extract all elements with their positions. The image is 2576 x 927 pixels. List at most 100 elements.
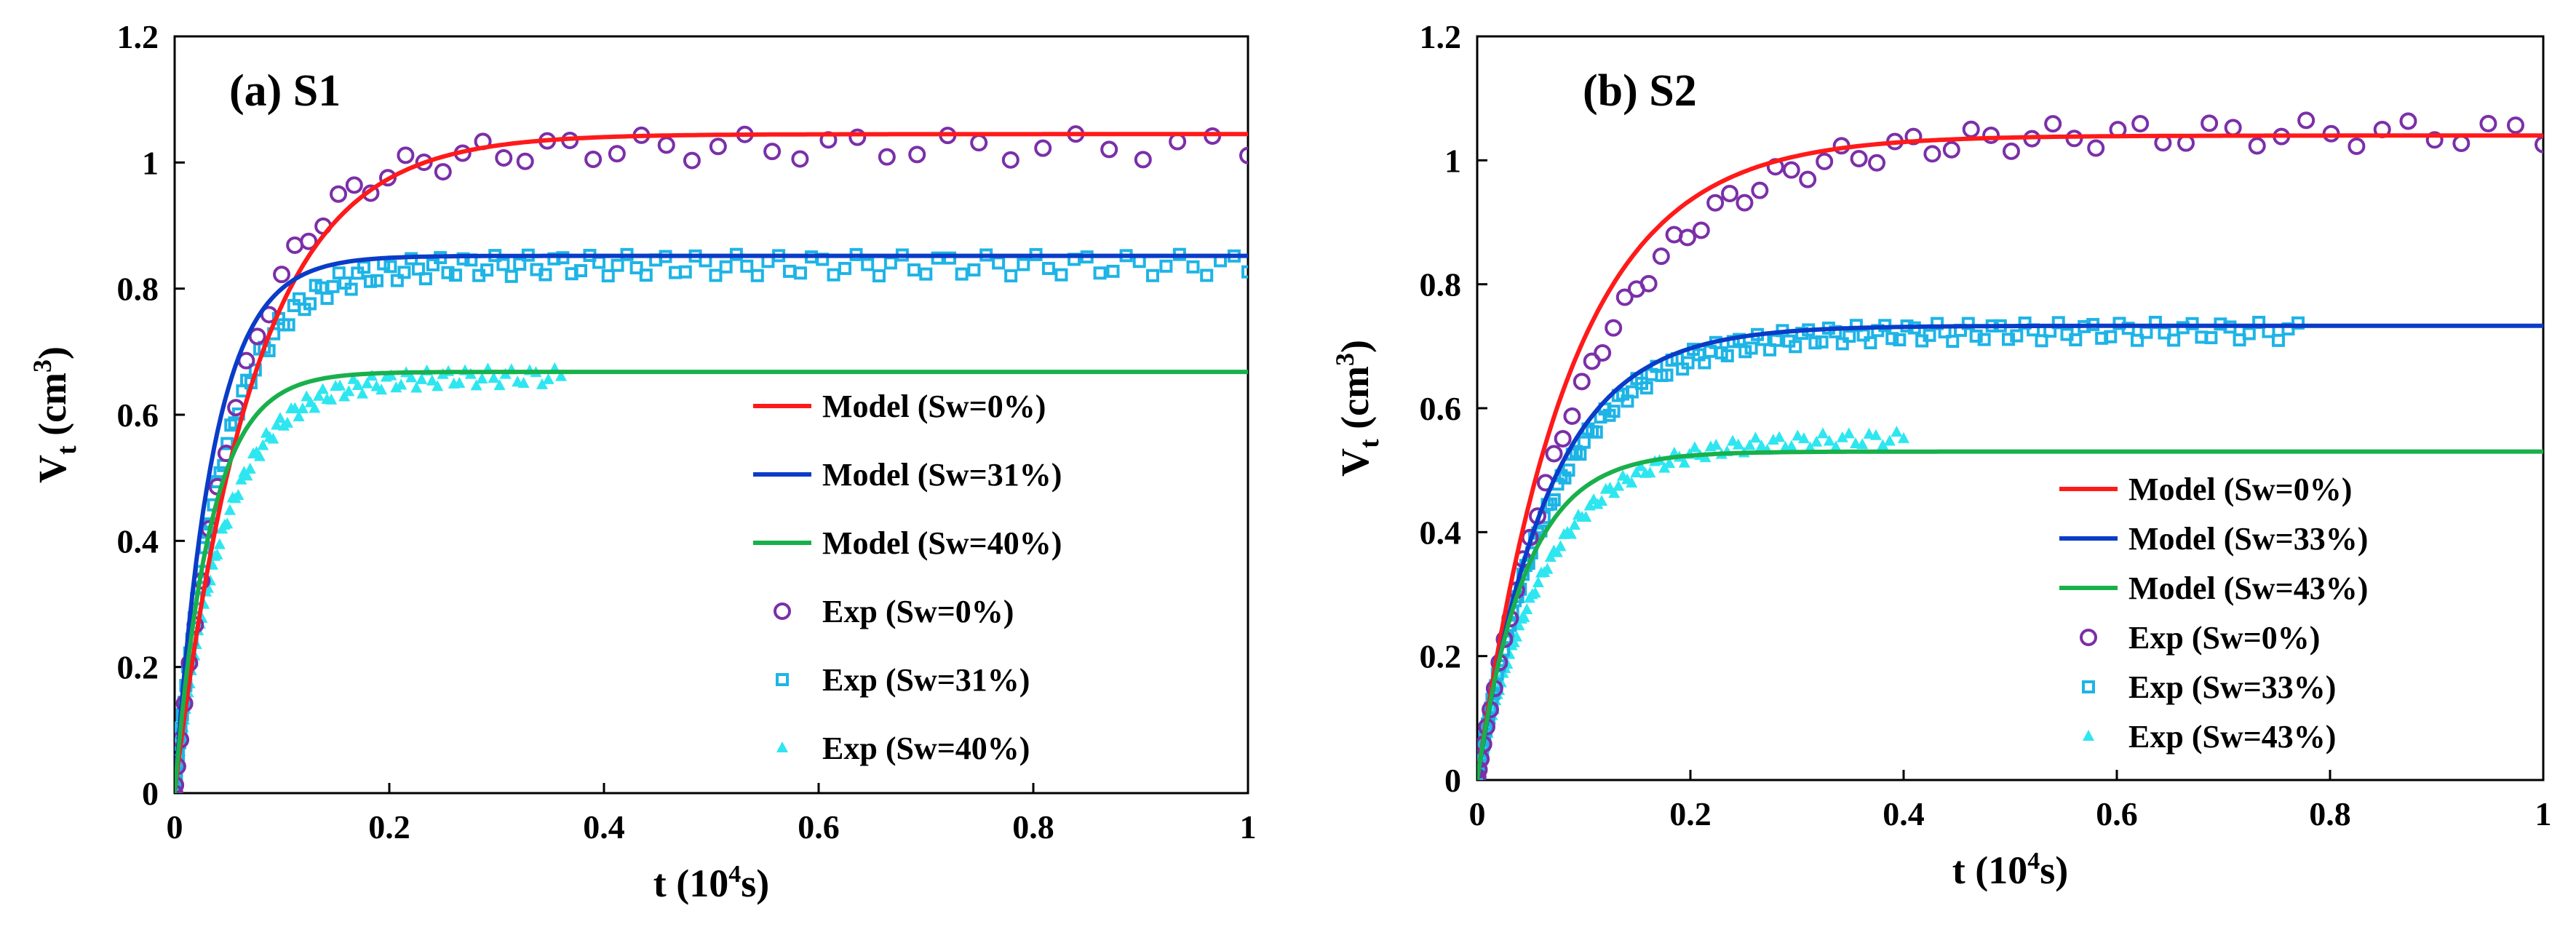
data-point <box>1634 460 1647 472</box>
data-point <box>1782 161 1800 179</box>
data-point <box>1869 429 1882 440</box>
data-point <box>1639 381 1653 395</box>
data-point <box>1736 194 1754 212</box>
data-point <box>1577 435 1591 449</box>
data-point <box>416 373 428 384</box>
data-point <box>1529 586 1541 598</box>
data-point <box>2348 137 2366 155</box>
data-point <box>434 163 452 181</box>
data-point <box>838 261 851 275</box>
data-point <box>1017 258 1030 271</box>
legend-label: Exp (Sw=0%) <box>822 594 1014 629</box>
data-point <box>719 260 733 274</box>
data-point <box>1054 268 1068 282</box>
data-point <box>375 383 388 395</box>
data-point <box>1835 337 1849 351</box>
x-tick-label: 0.2 <box>1669 795 1712 832</box>
x-axis-label: t (104s) <box>1952 848 2068 892</box>
data-point <box>267 432 279 444</box>
model-line-model-sw-0- <box>175 132 1248 793</box>
data-point <box>1511 630 1523 642</box>
data-point <box>872 269 886 283</box>
data-point <box>1836 431 1848 442</box>
data-point <box>347 373 359 384</box>
x-tick-label: 1 <box>2535 795 2552 832</box>
data-point <box>248 327 266 346</box>
data-point <box>395 378 408 390</box>
data-point <box>303 297 317 311</box>
data-point <box>2291 316 2305 330</box>
data-point <box>1804 441 1816 453</box>
legend-swatch <box>776 673 789 686</box>
data-point <box>1864 336 1877 350</box>
data-point <box>1898 431 1909 443</box>
x-tick-label: 0 <box>167 808 183 846</box>
legend-label: Model (Sw=43%) <box>2128 570 2368 606</box>
y-tick-label: 1.2 <box>1420 18 1462 55</box>
legend-swatch <box>776 741 788 752</box>
data-point <box>1923 145 1941 163</box>
data-point <box>334 379 346 391</box>
data-point <box>345 176 363 194</box>
data-point <box>1721 184 1739 202</box>
data-point <box>1001 151 1019 169</box>
data-point <box>1093 266 1107 280</box>
data-point <box>763 143 782 161</box>
data-point <box>253 450 266 461</box>
y-tick-label: 0.2 <box>1420 638 1462 675</box>
data-point <box>2297 111 2315 130</box>
data-point <box>1810 435 1823 447</box>
data-point <box>555 370 567 381</box>
y-tick-label: 0.6 <box>1420 390 1462 427</box>
data-point <box>293 410 305 421</box>
data-point <box>1615 288 1634 306</box>
data-point <box>312 389 325 401</box>
data-point <box>1660 368 1674 382</box>
data-point <box>2248 137 2266 155</box>
data-point <box>1630 466 1642 477</box>
data-point <box>639 268 653 282</box>
data-point <box>1850 149 1868 167</box>
data-point <box>488 371 500 383</box>
data-point <box>1877 439 1889 450</box>
legend-label: Exp (Sw=43%) <box>2128 719 2336 755</box>
data-point <box>1663 456 1676 468</box>
y-tick-label: 0 <box>1444 762 1461 799</box>
data-point <box>325 393 338 405</box>
data-point <box>241 469 253 481</box>
data-point <box>1521 602 1533 614</box>
data-point <box>1706 194 1725 212</box>
data-point <box>1688 441 1701 453</box>
data-point <box>232 488 245 500</box>
data-point <box>2535 135 2543 154</box>
data-point <box>2010 329 2024 343</box>
data-point <box>2018 317 2032 330</box>
data-point <box>1034 139 1052 157</box>
data-point <box>2002 142 2020 160</box>
data-point <box>2002 333 2016 346</box>
data-point <box>1891 426 1903 437</box>
data-point <box>495 148 513 167</box>
data-point <box>418 272 432 286</box>
data-point <box>223 504 236 515</box>
data-point <box>542 373 554 384</box>
data-point <box>1554 429 1572 447</box>
data-point <box>1829 440 1842 452</box>
data-point <box>1842 427 1855 439</box>
data-point <box>1562 464 1575 477</box>
data-point <box>2121 322 2135 335</box>
data-point <box>1625 385 1639 399</box>
data-point <box>513 257 527 271</box>
data-point <box>1962 120 1980 138</box>
data-point <box>1573 447 1587 461</box>
y-axis-label: Vt (cm3) <box>1330 340 1385 477</box>
data-point <box>740 259 754 273</box>
data-point <box>2035 334 2048 348</box>
legend-label: Model (Sw=31%) <box>822 457 1062 493</box>
y-tick-label: 0.2 <box>117 649 159 686</box>
data-point <box>1583 352 1601 370</box>
data-point <box>1613 480 1625 491</box>
data-point <box>2204 331 2218 345</box>
y-tick-label: 1 <box>1444 142 1461 179</box>
